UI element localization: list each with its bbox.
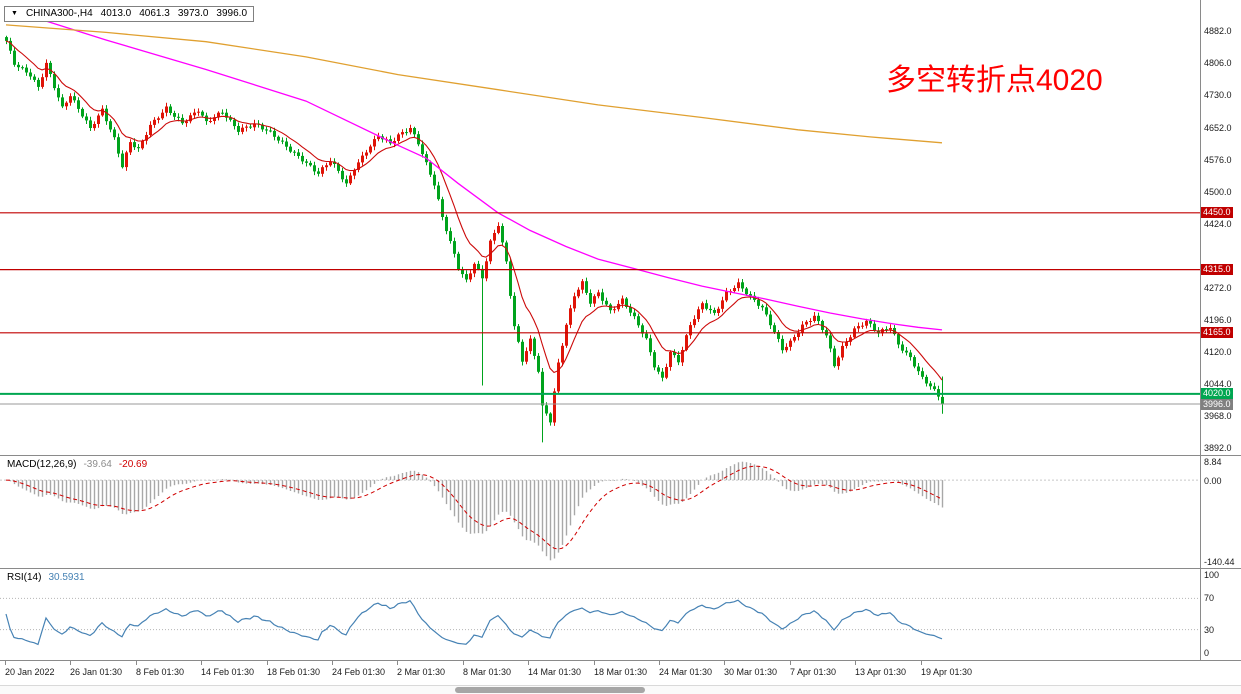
horizontal-scrollbar-thumb[interactable] [455, 687, 645, 693]
panel-separator [0, 660, 1241, 661]
time-axis-tick [332, 661, 333, 665]
time-axis-tick [70, 661, 71, 665]
time-axis-label: 14 Mar 01:30 [528, 667, 582, 677]
time-axis-tick [397, 661, 398, 665]
price-scale-separator [1200, 0, 1201, 660]
macd-scale-max: 8.84 [1204, 457, 1222, 467]
time-axis-label: 20 Jan 2022 [5, 667, 55, 677]
price-badge-4020: 4020.0 [1201, 388, 1233, 399]
price-axis-label: 4576.0 [1204, 155, 1232, 165]
price-axis-label: 4196.0 [1204, 315, 1232, 325]
main-chart-canvas[interactable] [0, 0, 1200, 455]
time-axis-label: 18 Mar 01:30 [594, 667, 648, 677]
price-axis-label: 4500.0 [1204, 187, 1232, 197]
price-axis-label: 4806.0 [1204, 58, 1232, 68]
price-axis-label: 3892.0 [1204, 443, 1232, 453]
macd-signal-value: -20.69 [118, 459, 148, 470]
time-axis-tick [5, 661, 6, 665]
time-axis-label: 14 Feb 01:30 [201, 667, 255, 677]
time-axis-tick [855, 661, 856, 665]
collapse-indicators-icon[interactable]: ▼ [11, 10, 18, 17]
macd-name: MACD(12,26,9) [7, 459, 77, 470]
time-axis-tick [528, 661, 529, 665]
time-axis-tick [921, 661, 922, 665]
annotation-text: 多空转折点4020 [886, 64, 1103, 97]
time-axis-tick [267, 661, 268, 665]
ma-fast-line [5, 40, 943, 381]
rsi-name: RSI(14) [7, 572, 42, 583]
macd-main-value: -39.64 [83, 459, 112, 470]
time-axis-label: 19 Apr 01:30 [921, 667, 973, 677]
low-value: 3973.0 [177, 8, 209, 19]
rsi-value: 30.5931 [48, 572, 85, 583]
rsi-scale-label-70: 70 [1204, 593, 1215, 603]
time-axis-label: 30 Mar 01:30 [724, 667, 778, 677]
rsi-scale-label-0: 0 [1204, 648, 1210, 658]
rsi-scale-label-30: 30 [1204, 625, 1215, 635]
rsi-scale-label-100: 100 [1204, 570, 1220, 580]
price-axis-label: 4272.0 [1204, 283, 1232, 293]
axis-bottom-line [0, 685, 1241, 686]
time-axis-tick [594, 661, 595, 665]
price-axis-label: 3968.0 [1204, 411, 1232, 421]
macd-scale-min: -140.44 [1204, 557, 1235, 567]
price-axis-label: 4120.0 [1204, 347, 1232, 357]
time-axis-tick [659, 661, 660, 665]
time-axis-tick [463, 661, 464, 665]
panel-separator[interactable] [0, 455, 1241, 456]
time-axis-label: 24 Feb 01:30 [332, 667, 386, 677]
ma-slow-line [5, 24, 943, 144]
time-axis-label: 26 Jan 01:30 [70, 667, 123, 677]
symbol-period-label: CHINA300-,H4 [25, 8, 93, 19]
price-axis-label: 4882.0 [1204, 26, 1232, 36]
macd-indicator-label: MACD(12,26,9) -39.64 -20.69 [7, 459, 147, 471]
symbol-info-box[interactable]: ▼ CHINA300-,H4 4013.0 4061.3 3973.0 3996… [4, 6, 255, 22]
time-axis-label: 7 Apr 01:30 [790, 667, 837, 677]
rsi-indicator-label: RSI(14) 30.5931 [7, 572, 85, 584]
candles-series [5, 35, 944, 443]
rsi-line [5, 599, 943, 646]
ma-medium-line [5, 7, 943, 331]
time-axis-label: 18 Feb 01:30 [267, 667, 321, 677]
open-value: 4013.0 [100, 8, 132, 19]
price-badge-4450: 4450.0 [1201, 207, 1233, 218]
price-badge-4165: 4165.0 [1201, 327, 1233, 338]
time-axis-label: 13 Apr 01:30 [855, 667, 907, 677]
time-axis-tick [790, 661, 791, 665]
price-axis-label: 4044.0 [1204, 379, 1232, 389]
high-value: 4061.3 [139, 8, 170, 19]
price-axis-label: 4730.0 [1204, 90, 1232, 100]
close-value: 3996.0 [216, 8, 248, 19]
price-badge-3996: 3996.0 [1201, 399, 1233, 410]
macd-histogram [9, 461, 944, 561]
price-badge-4315: 4315.0 [1201, 264, 1233, 275]
price-axis-label: 4652.0 [1204, 123, 1232, 133]
time-axis-label: 8 Mar 01:30 [463, 667, 512, 677]
rsi-panel-canvas[interactable] [0, 569, 1200, 660]
time-axis-label: 24 Mar 01:30 [659, 667, 713, 677]
time-axis-tick [724, 661, 725, 665]
macd-scale-zero: 0.00 [1204, 476, 1222, 486]
macd-signal-line [5, 465, 943, 550]
time-axis-tick [201, 661, 202, 665]
price-axis-label: 4424.0 [1204, 219, 1232, 229]
panel-separator[interactable] [0, 568, 1241, 569]
time-axis-label: 8 Feb 01:30 [136, 667, 185, 677]
macd-panel-canvas[interactable] [0, 456, 1200, 568]
time-axis-tick [136, 661, 137, 665]
time-axis-label: 2 Mar 01:30 [397, 667, 446, 677]
